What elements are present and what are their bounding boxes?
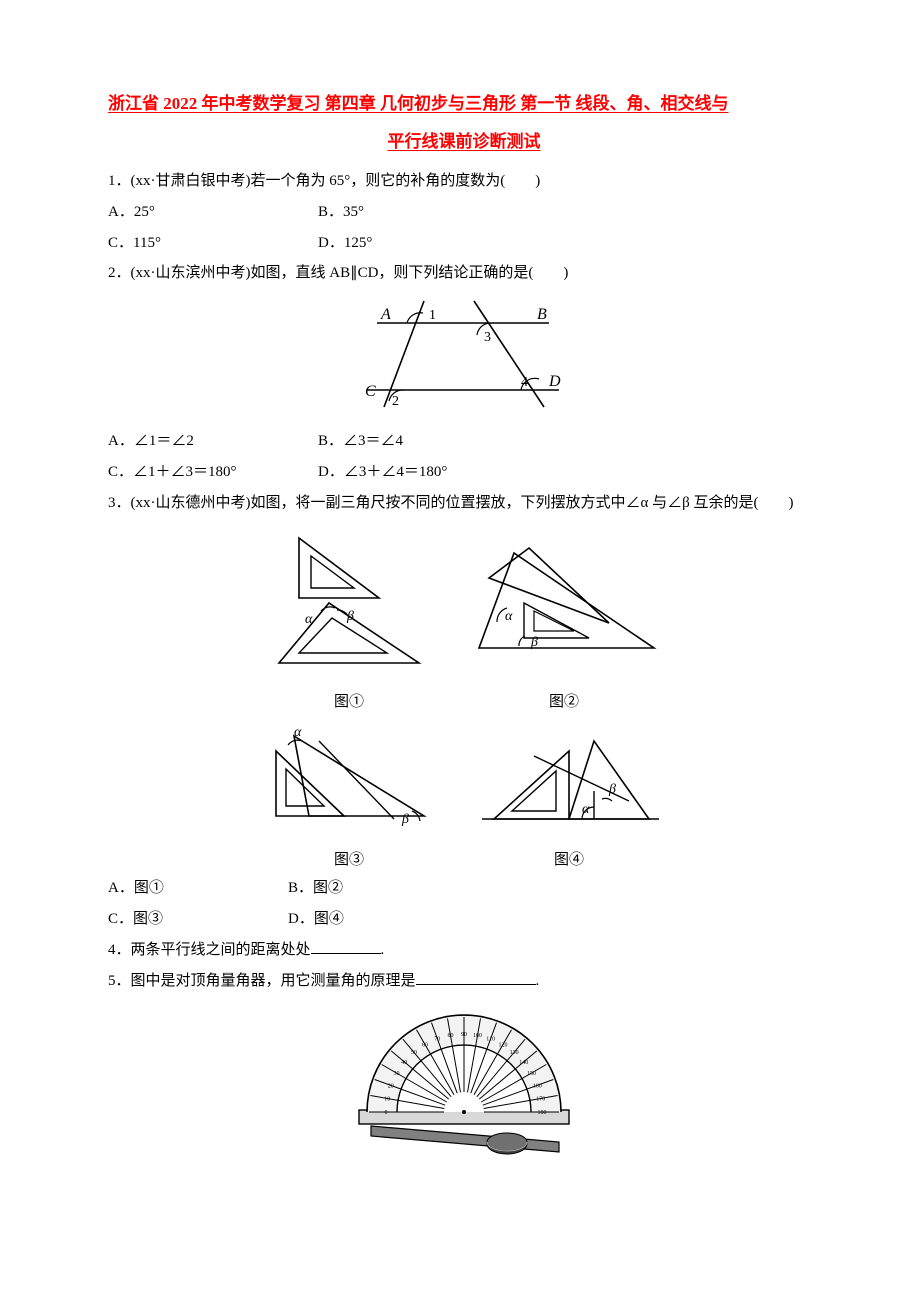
- q3-opts-row2: C．图③ D．图④: [108, 904, 820, 935]
- label-angle2: 2: [392, 394, 399, 409]
- svg-text:40: 40: [401, 1060, 407, 1066]
- q4-pre: 4．两条平行线之间的距离处处: [108, 942, 311, 958]
- svg-text:60: 60: [422, 1043, 428, 1049]
- q1-opt-b: B．35°: [318, 197, 820, 228]
- label-angle3: 3: [484, 330, 491, 345]
- q3-opt-d: D．图④: [288, 904, 820, 935]
- q2-figure: A B C D 1 3 2 4: [108, 295, 820, 420]
- label-angle4: 4: [521, 375, 528, 390]
- q5-stem: 5．图中是对顶角量角器，用它测量角的原理是.: [108, 966, 820, 997]
- svg-text:10: 10: [384, 1097, 390, 1103]
- q3-figrow1: α β 图① α β 图②: [108, 528, 820, 711]
- label-angle1: 1: [429, 308, 436, 323]
- q4-stem: 4．两条平行线之间的距离处处.: [108, 935, 820, 966]
- q5-pre: 5．图中是对顶角量角器，用它测量角的原理是: [108, 973, 416, 989]
- svg-text:30: 30: [394, 1071, 400, 1077]
- label-A: A: [380, 306, 391, 323]
- svg-text:β: β: [530, 635, 538, 650]
- q5-blank: [416, 970, 536, 985]
- q2-opts-row1: A．∠1＝∠2 B．∠3＝∠4: [108, 426, 820, 457]
- svg-text:0: 0: [385, 1110, 388, 1116]
- q4-post: .: [381, 942, 385, 958]
- svg-text:70: 70: [434, 1037, 440, 1043]
- page-content: 浙江省 2022 年中考数学复习 第四章 几何初步与三角形 第一节 线段、角、相…: [0, 0, 920, 1213]
- q3-opt-c: C．图③: [108, 904, 288, 935]
- q2-opt-c: C．∠1＋∠3＝180°: [108, 457, 318, 488]
- main-title-line1: 浙江省 2022 年中考数学复习 第四章 几何初步与三角形 第一节 线段、角、相…: [108, 90, 820, 117]
- svg-text:β: β: [401, 812, 409, 827]
- q3-cap4: 图④: [474, 848, 664, 869]
- svg-text:140: 140: [519, 1060, 528, 1066]
- q5-post: .: [536, 973, 540, 989]
- q3-cap3: 图③: [264, 848, 434, 869]
- q2-opt-d: D．∠3＋∠4＝180°: [318, 457, 820, 488]
- svg-text:180: 180: [538, 1110, 547, 1116]
- q2-opts-row2: C．∠1＋∠3＝180° D．∠3＋∠4＝180°: [108, 457, 820, 488]
- q2-opt-a: A．∠1＝∠2: [108, 426, 318, 457]
- svg-text:β: β: [608, 782, 616, 797]
- q3-figrow2: α β 图③ β α: [108, 721, 820, 869]
- q4-blank: [311, 939, 381, 954]
- q3-fig2: α β 图②: [469, 528, 659, 711]
- svg-text:α: α: [505, 609, 513, 624]
- svg-text:β: β: [346, 609, 354, 624]
- q2-stem: 2．(xx·山东滨州中考)如图，直线 AB∥CD，则下列结论正确的是( ): [108, 258, 820, 289]
- q1-stem: 1．(xx·甘肃白银中考)若一个角为 65°，则它的补角的度数为( ): [108, 166, 820, 197]
- svg-text:150: 150: [527, 1071, 536, 1077]
- q3-stem: 3．(xx·山东德州中考)如图，将一副三角尺按不同的位置摆放，下列摆放方式中∠α…: [108, 488, 820, 519]
- q1-opts-row2: C．115° D．125°: [108, 228, 820, 259]
- q5-figure: 0 10 20 3040 50 60 70 80 90 100 110 120130140 150 160…: [108, 1002, 820, 1167]
- q3-cap2: 图②: [469, 690, 659, 711]
- svg-text:130: 130: [510, 1051, 519, 1057]
- q1-opt-c: C．115°: [108, 228, 318, 259]
- svg-text:170: 170: [536, 1097, 545, 1103]
- label-C: C: [365, 383, 376, 400]
- q1-opts-row1: A．25° B．35°: [108, 197, 820, 228]
- svg-text:80: 80: [448, 1034, 454, 1040]
- label-D: D: [548, 373, 561, 390]
- svg-text:α: α: [305, 612, 313, 627]
- q3-opts-row1: A．图① B．图②: [108, 873, 820, 904]
- svg-text:110: 110: [486, 1037, 495, 1043]
- q3-cap1: 图①: [269, 690, 429, 711]
- q2-opt-b: B．∠3＝∠4: [318, 426, 820, 457]
- q3-fig1: α β 图①: [269, 528, 429, 711]
- svg-text:120: 120: [499, 1043, 508, 1049]
- main-title-line2: 平行线课前诊断测试: [108, 127, 820, 152]
- svg-text:100: 100: [473, 1034, 482, 1040]
- q3-opt-b: B．图②: [288, 873, 820, 904]
- svg-text:160: 160: [533, 1084, 542, 1090]
- svg-text:50: 50: [411, 1051, 417, 1057]
- q1-opt-d: D．125°: [318, 228, 820, 259]
- label-B: B: [537, 306, 547, 323]
- svg-text:20: 20: [388, 1084, 394, 1090]
- q3-opt-a: A．图①: [108, 873, 288, 904]
- svg-text:α: α: [294, 725, 302, 740]
- svg-text:90: 90: [461, 1032, 467, 1038]
- q1-opt-a: A．25°: [108, 197, 318, 228]
- q3-fig3: α β 图③: [264, 721, 434, 869]
- q3-fig4: β α 图④: [474, 721, 664, 869]
